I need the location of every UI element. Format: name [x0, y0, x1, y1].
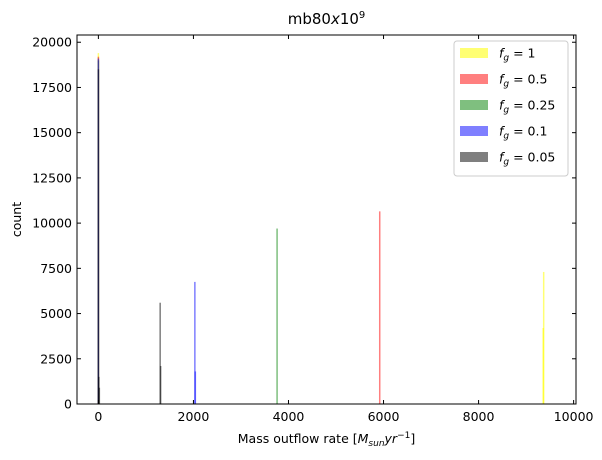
- legend: fg = 1 fg = 0.5 fg = 0.25 fg = 0.1 fg = 0.05: [453, 40, 569, 177]
- y-tick-label-0: 0: [64, 397, 72, 412]
- y-axis-ticks: 0 2500 5000 7500 10000 12500 15000 17500 20000: [32, 35, 576, 412]
- y-tick-label-7: 17500: [32, 80, 72, 95]
- legend-swatch-1: [460, 74, 488, 84]
- y-tick-label-2: 5000: [40, 306, 72, 321]
- x-tick-label-3: 6000: [368, 409, 400, 424]
- y-tick-label-4: 10000: [32, 216, 72, 231]
- histogram-bar-series-4-bin-3: [159, 302, 161, 404]
- histogram-bar-series-1-bin-1: [378, 211, 381, 404]
- x-tick-label-4: 8000: [463, 409, 495, 424]
- legend-swatch-2: [460, 100, 488, 110]
- histogram-bar-series-3-bin-1: [194, 281, 196, 404]
- histogram-bar-series-2-bin-1: [276, 228, 278, 404]
- x-axis-label: Mass outflow rate [Msunyr−1]: [238, 431, 416, 449]
- x-axis-ticks: 0 2000 4000 6000 8000 10000: [94, 35, 594, 424]
- x-tick-label-5: 10000: [554, 409, 594, 424]
- legend-label-4: fg = 0.05: [499, 150, 555, 168]
- histogram-bar-series-3-bin-2: [194, 371, 197, 404]
- histogram-bar-series-4-bin-4: [159, 366, 162, 404]
- legend-swatch-4: [460, 152, 488, 162]
- y-tick-label-6: 15000: [32, 125, 72, 140]
- legend-label-2: fg = 0.25: [499, 98, 555, 116]
- x-tick-label-0: 0: [94, 409, 102, 424]
- chart-title: mb80x109: [288, 10, 366, 28]
- plot-frame: [76, 34, 577, 405]
- legend-swatch-0: [460, 48, 488, 58]
- y-tick-label-1: 2500: [40, 351, 72, 366]
- y-tick-label-5: 12500: [32, 170, 72, 185]
- x-tick-label-1: 2000: [178, 409, 210, 424]
- histogram-bars: [97, 53, 545, 405]
- legend-label-0: fg = 1: [499, 46, 536, 64]
- y-axis-label: count: [9, 202, 24, 237]
- histogram-bar-series-0-bin-2: [542, 328, 544, 404]
- y-tick-label-3: 7500: [40, 261, 72, 276]
- histogram-bar-series-4-bin-0: [97, 69, 100, 405]
- histogram-bar-series-4-bin-2: [98, 387, 101, 404]
- legend-label-1: fg = 0.5: [499, 72, 547, 90]
- legend-swatch-3: [460, 126, 488, 136]
- y-tick-label-8: 20000: [32, 35, 72, 50]
- x-tick-label-2: 4000: [273, 409, 305, 424]
- legend-label-3: fg = 0.1: [499, 124, 547, 142]
